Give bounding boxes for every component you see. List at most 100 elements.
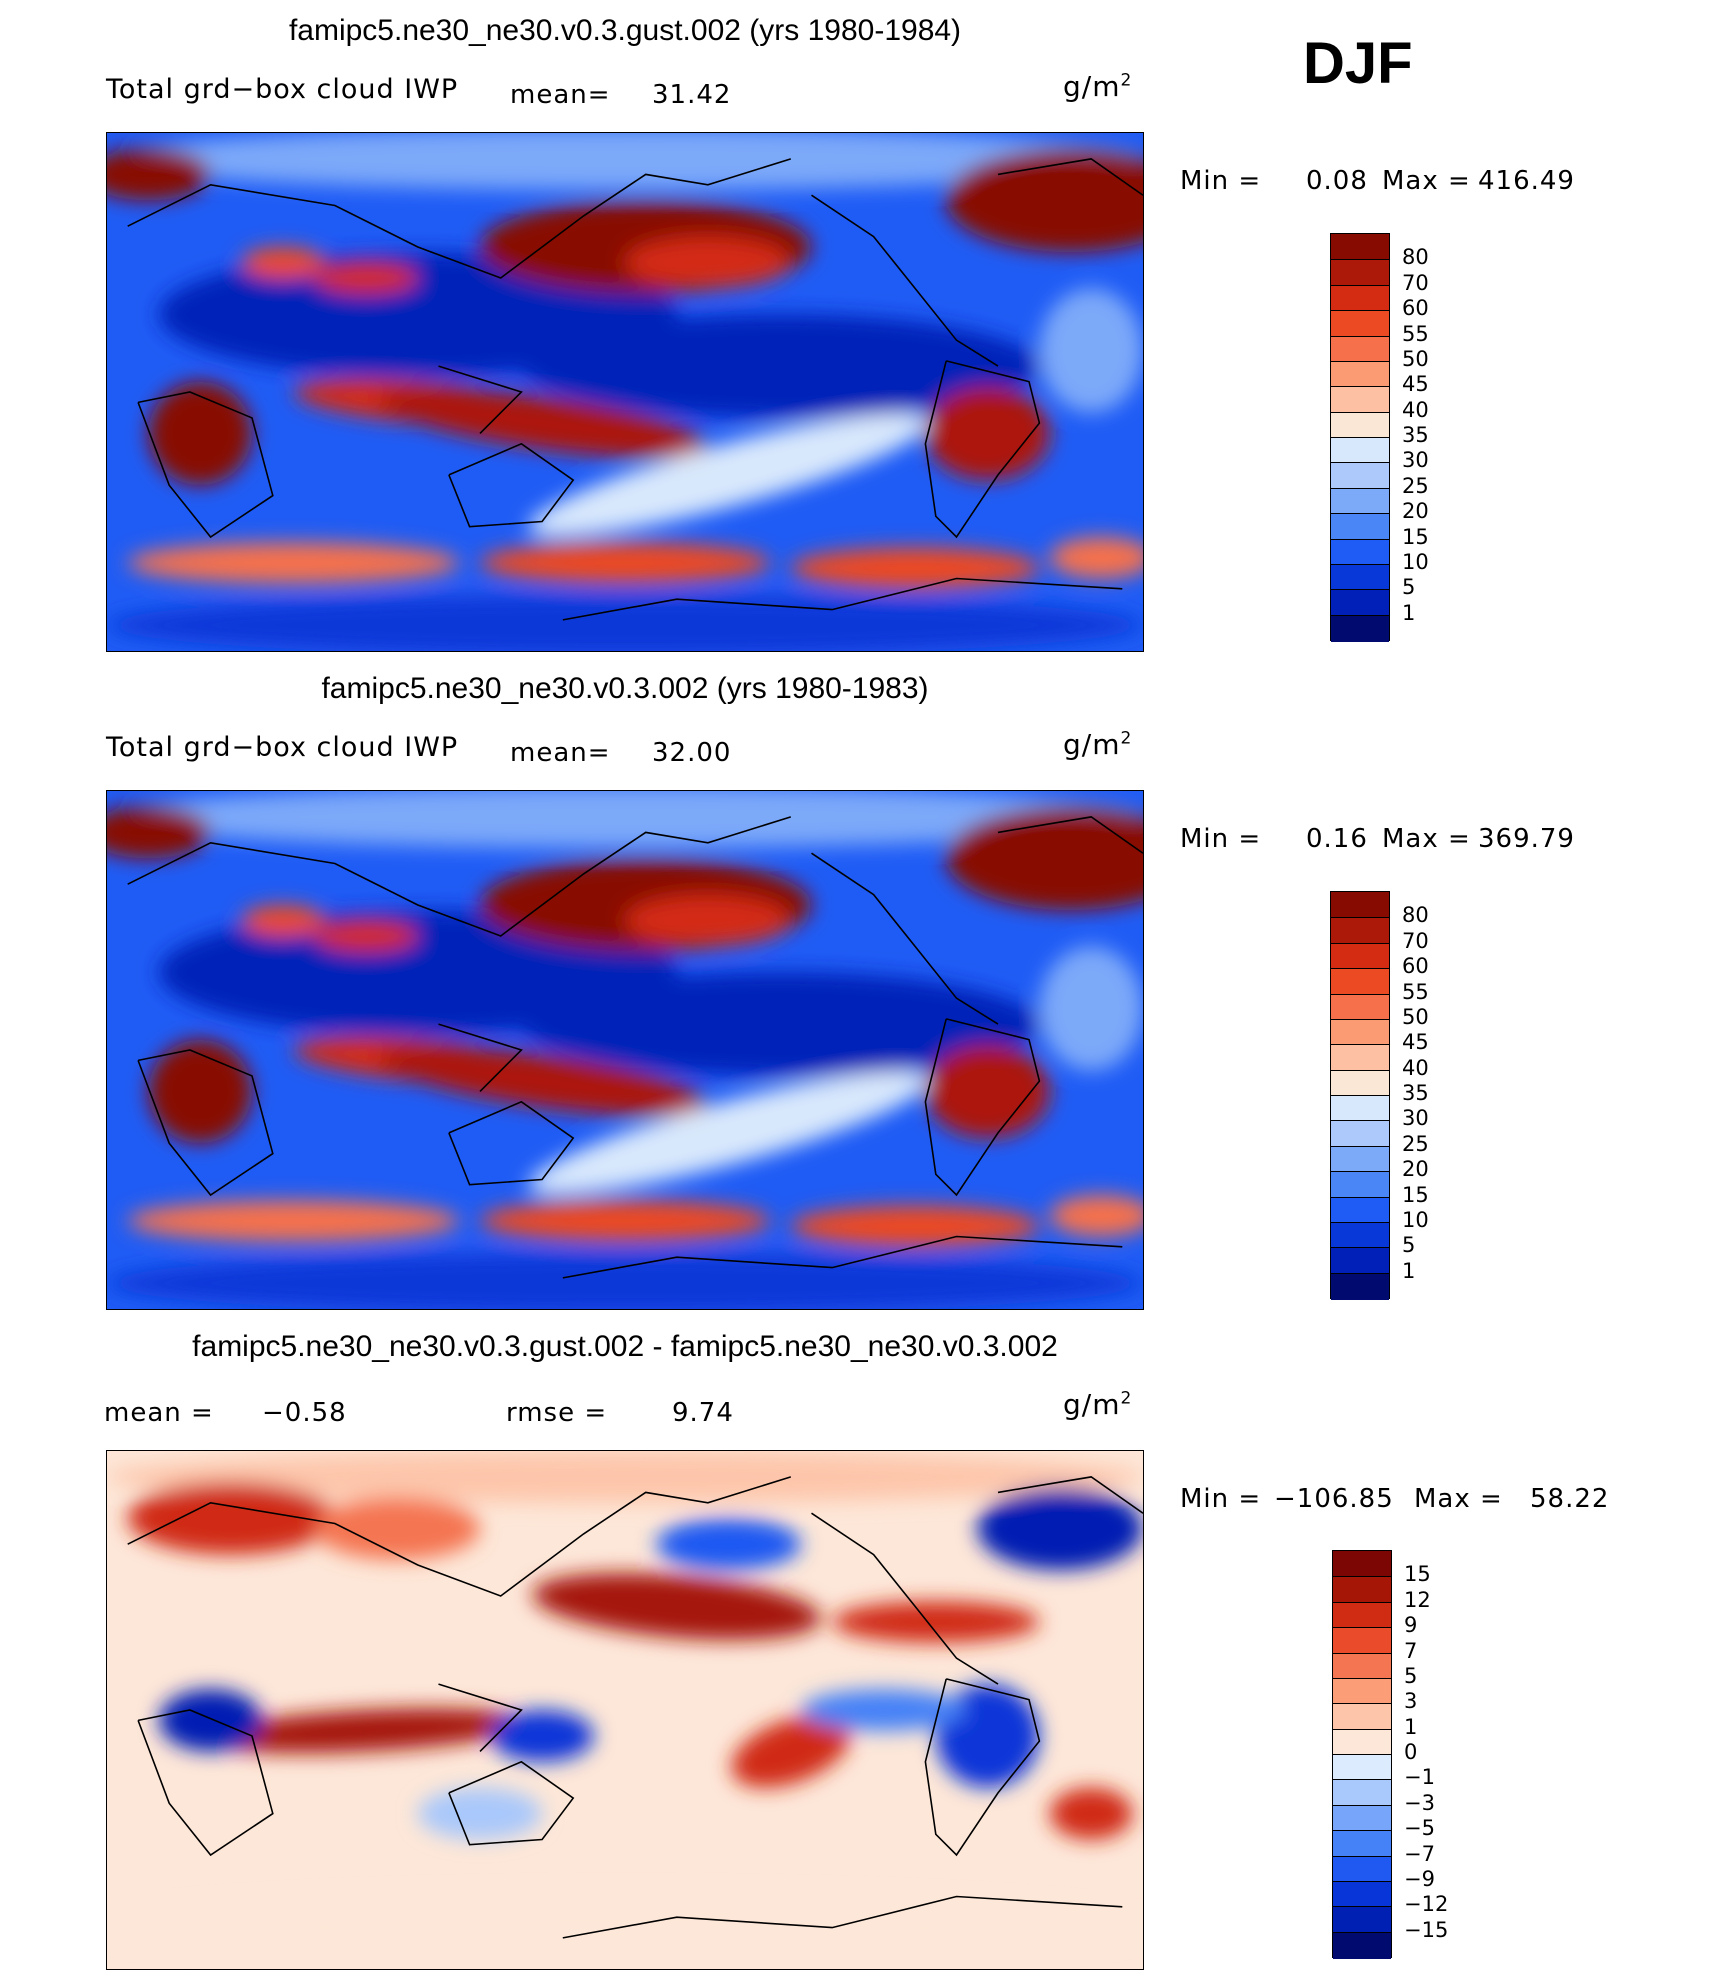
- colorbar-3-tick-label: −1: [1404, 1765, 1435, 1790]
- map-1-coastlines: [127, 158, 1144, 621]
- map-3-field-region: [127, 1482, 335, 1555]
- colorbar-2-segment: [1331, 942, 1389, 970]
- map-1-field: [86, 127, 1195, 657]
- panel-2-min-value: 0.16: [1306, 824, 1368, 854]
- map-1-field-region: [1039, 288, 1143, 413]
- colorbar-1-segment: [1331, 589, 1389, 617]
- colorbar-2-tick-label: 50: [1402, 1004, 1429, 1029]
- map-2-field-region: [127, 1200, 460, 1242]
- colorbar-3-segment: [1333, 1880, 1391, 1908]
- colorbar-1-segment: [1331, 538, 1389, 566]
- map-2-field-region: [314, 920, 418, 952]
- colorbar-2-tick-label: 35: [1402, 1081, 1429, 1105]
- panel-2-variable-label: Total grd−box cloud IWP: [106, 732, 459, 763]
- map-2-coastline: [127, 816, 792, 937]
- panel-3-units: g/m2: [1063, 1388, 1133, 1421]
- colorbar-1-segment: [1331, 335, 1389, 363]
- colorbar-3-tick-label: 0: [1404, 1740, 1418, 1764]
- map-2-field-region: [790, 1205, 1040, 1247]
- map-3-field-region: [977, 1487, 1143, 1571]
- panel-1-map: [86, 127, 1195, 657]
- panel-1-variable-label: Total grd−box cloud IWP: [106, 74, 459, 105]
- map-1-coastline: [924, 360, 1041, 539]
- map-3-field-region: [490, 1710, 594, 1762]
- map-1-field-region: [127, 542, 460, 584]
- colorbar-2-segment: [1331, 1196, 1389, 1224]
- colorbar-1-tick-label: 20: [1402, 499, 1429, 524]
- map-2-coastline: [448, 1100, 575, 1186]
- panel-3-rmse-label: rmse =: [506, 1398, 608, 1428]
- colorbar-2-segment: [1331, 1272, 1389, 1300]
- map-1-field-region: [521, 314, 1040, 418]
- colorbar-1-tick-label: 60: [1402, 296, 1429, 321]
- colorbar-3-tick-label: 9: [1404, 1613, 1418, 1638]
- panel-1-mean-label: mean=: [510, 80, 611, 110]
- colorbar-1-segment: [1331, 386, 1389, 414]
- map-3-field-region: [417, 1787, 543, 1840]
- colorbar-2-segment: [1331, 1145, 1389, 1173]
- colorbar-3-segment: [1333, 1931, 1391, 1959]
- panel-3-max-value: 58.22: [1530, 1484, 1610, 1514]
- map-2-field-region: [1049, 1195, 1154, 1237]
- map-1-field-region: [377, 388, 707, 458]
- colorbar-2-segment: [1331, 1171, 1389, 1198]
- colorbar-3-segment: [1333, 1728, 1391, 1756]
- colorbar-2-tick-label: 15: [1402, 1182, 1429, 1207]
- map-1-field-region: [790, 547, 1040, 589]
- map-2-field-region: [241, 904, 325, 937]
- colorbar-3-tick-label: 7: [1404, 1638, 1418, 1663]
- colorbar-3-tick-label: −3: [1404, 1790, 1435, 1815]
- map-3-field-region: [107, 1451, 1143, 1503]
- panel-2-max-label: Max =: [1382, 824, 1471, 854]
- colorbar-2-tick-label: 25: [1402, 1131, 1429, 1156]
- map-2-field: [86, 785, 1195, 1315]
- map-2-field-region: [107, 1252, 1143, 1315]
- colorbar-2-tick-label: 10: [1402, 1207, 1429, 1232]
- colorbar-1-segment: [1331, 513, 1389, 540]
- panel-2-mean-label: mean=: [510, 738, 611, 768]
- panel-3-mean-label: mean =: [104, 1398, 214, 1428]
- colorbar-2-tick-label: 70: [1402, 928, 1429, 953]
- panel-1-units: g/m2: [1063, 70, 1133, 103]
- map-3-field: [107, 1451, 1144, 1969]
- colorbar-1-tick-label: 10: [1402, 549, 1429, 574]
- colorbar-2-segment: [1331, 917, 1389, 945]
- colorbar-1-tick-label: 1: [1402, 600, 1416, 625]
- colorbar-1-segment: [1331, 284, 1389, 312]
- map-2-coastlines: [127, 816, 1144, 1279]
- colorbar-1-segment: [1331, 259, 1389, 287]
- panel-2-units: g/m2: [1063, 728, 1133, 761]
- colorbar-2-segment: [1331, 1069, 1389, 1097]
- colorbar-3-segment: [1333, 1551, 1391, 1577]
- colorbar-3-segment: [1333, 1804, 1391, 1832]
- map-1-field-region: [86, 148, 211, 201]
- panel-3-min-value: −106.85: [1274, 1484, 1394, 1514]
- panel-3-mean-value: −0.58: [262, 1398, 347, 1428]
- panel-3-min-label: Min =: [1180, 1484, 1262, 1514]
- colorbar-3-segment: [1333, 1627, 1391, 1654]
- panel-2-max-value: 369.79: [1478, 824, 1575, 854]
- panel-3-rmse-value: 9.74: [672, 1398, 734, 1428]
- map-2-field-region: [946, 806, 1195, 911]
- colorbar-1-segment: [1331, 411, 1389, 439]
- map-1-field-region: [107, 594, 1143, 657]
- colorbar-1-tick-label: 40: [1402, 397, 1429, 422]
- panel-3-map: [106, 1450, 1144, 1970]
- map-2-field-region: [625, 894, 791, 947]
- colorbar-2-tick-label: 80: [1402, 903, 1429, 928]
- map-1-field-region: [107, 127, 1143, 190]
- map-3-coastline: [562, 1895, 1123, 1939]
- map-2-coastline: [438, 1023, 523, 1092]
- panel-2-mean-value: 32.00: [652, 738, 732, 768]
- map-1-field-region: [925, 386, 1050, 481]
- colorbar-1-segment: [1331, 437, 1389, 464]
- map-3-coastline: [137, 1709, 274, 1857]
- map-1-coastline: [811, 194, 999, 367]
- colorbar-3-segment: [1333, 1754, 1391, 1781]
- map-3-field-region: [801, 1689, 967, 1731]
- map-3-field-region: [1049, 1787, 1133, 1840]
- colorbar-2-segment: [1331, 1018, 1389, 1046]
- panel-2-map: [86, 785, 1195, 1315]
- colorbar-2-tick-label: 40: [1402, 1055, 1429, 1080]
- panel-1-colorbar: [1330, 233, 1390, 642]
